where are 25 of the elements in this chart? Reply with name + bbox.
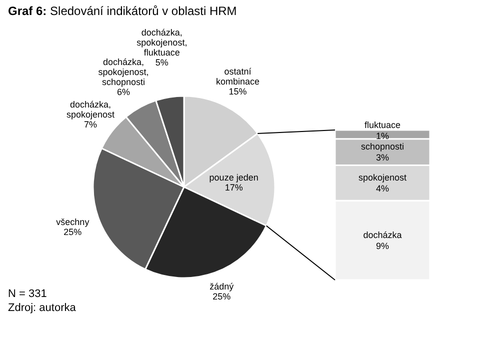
data-label: 9%: [376, 240, 390, 251]
text: Zdroj: autorka: [8, 302, 76, 314]
slice-label: docházka, spokojenost, fluktuace: [136, 28, 188, 58]
slice-label: všechny: [56, 217, 90, 228]
slice-label: pouze jeden: [209, 172, 258, 182]
slice-label: žádný: [210, 281, 234, 292]
series-label: docházka: [363, 230, 402, 240]
slice-label: docházka, spokojenost: [66, 99, 116, 120]
data-label: 5%: [155, 58, 168, 68]
slice-label: ostatní kombinace: [216, 66, 260, 87]
data-label: 1%: [376, 130, 390, 141]
chart-title: Graf 6: Sledování indikátorů v oblasti HRM: [8, 4, 237, 18]
data-label: 25%: [212, 291, 231, 302]
data-label: 4%: [376, 183, 390, 194]
data-label: 6%: [116, 86, 130, 97]
data-label: 3%: [376, 152, 390, 163]
series-label: fluktuace: [364, 120, 401, 130]
data-label: 15%: [228, 86, 247, 97]
data-label: 7%: [84, 119, 98, 130]
data-label: 25%: [64, 227, 82, 238]
slice-label: docházka, spokojenost, schopnosti: [98, 56, 149, 87]
series-label: schopnosti: [360, 142, 404, 152]
data-label: 17%: [224, 182, 243, 192]
series-label: spokojenost: [358, 172, 408, 182]
text: N = 331: [8, 288, 47, 300]
